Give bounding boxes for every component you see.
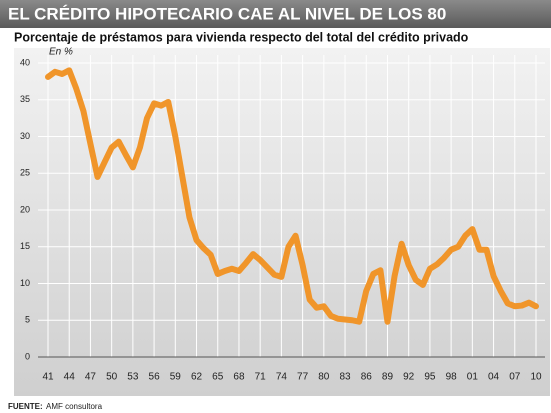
x-tick-label: 01 — [467, 372, 479, 383]
plot-background — [14, 48, 550, 396]
data-line — [45, 67, 539, 325]
x-tick-label: 98 — [446, 372, 458, 383]
x-tick-label: 74 — [276, 372, 288, 383]
y-tick-label: 30 — [20, 131, 30, 141]
x-tick-label: 56 — [149, 372, 161, 383]
x-tick-label: 89 — [382, 372, 394, 383]
x-tick-label: 62 — [191, 372, 203, 383]
y-tick-label: 0 — [25, 351, 30, 361]
y-tick-label: 20 — [20, 204, 30, 214]
y-tick-label: 5 — [25, 315, 30, 325]
x-tick-label: 71 — [255, 372, 267, 383]
x-tick-label: 07 — [509, 372, 521, 383]
y-unit: En % — [49, 47, 73, 58]
chart-subtitle: Porcentaje de préstamos para vivienda re… — [14, 30, 469, 44]
x-tick-label: 83 — [339, 372, 351, 383]
y-tick-label: 35 — [20, 94, 30, 104]
x-tick-label: 41 — [42, 372, 54, 383]
x-tick-label: 59 — [170, 372, 182, 383]
x-tick-label: 92 — [403, 372, 415, 383]
x-tick-label: 65 — [212, 372, 224, 383]
x-tick-label: 53 — [127, 372, 139, 383]
chart-title: EL CRÉDITO HIPOTECARIO CAE AL NIVEL DE L… — [8, 4, 446, 23]
x-tick-label: 86 — [361, 372, 373, 383]
y-tick-label: 40 — [20, 57, 30, 67]
header-bar — [0, 0, 551, 28]
x-tick-label: 04 — [488, 372, 500, 383]
source: AMF consultora — [46, 402, 103, 411]
x-tick-label: 68 — [233, 372, 245, 383]
x-tick-label: 10 — [530, 372, 542, 383]
x-tick-label: 47 — [85, 372, 97, 383]
x-tick-label: 95 — [424, 372, 436, 383]
source-label: FUENTE: — [8, 402, 43, 411]
y-tick-label: 15 — [20, 241, 30, 251]
y-tick-label: 10 — [20, 278, 30, 288]
x-tick-label: 77 — [297, 372, 309, 383]
x-tick-label: 44 — [64, 372, 76, 383]
x-tick-label: 50 — [106, 372, 118, 383]
x-tick-label: 80 — [318, 372, 330, 383]
y-tick-label: 25 — [20, 168, 30, 178]
